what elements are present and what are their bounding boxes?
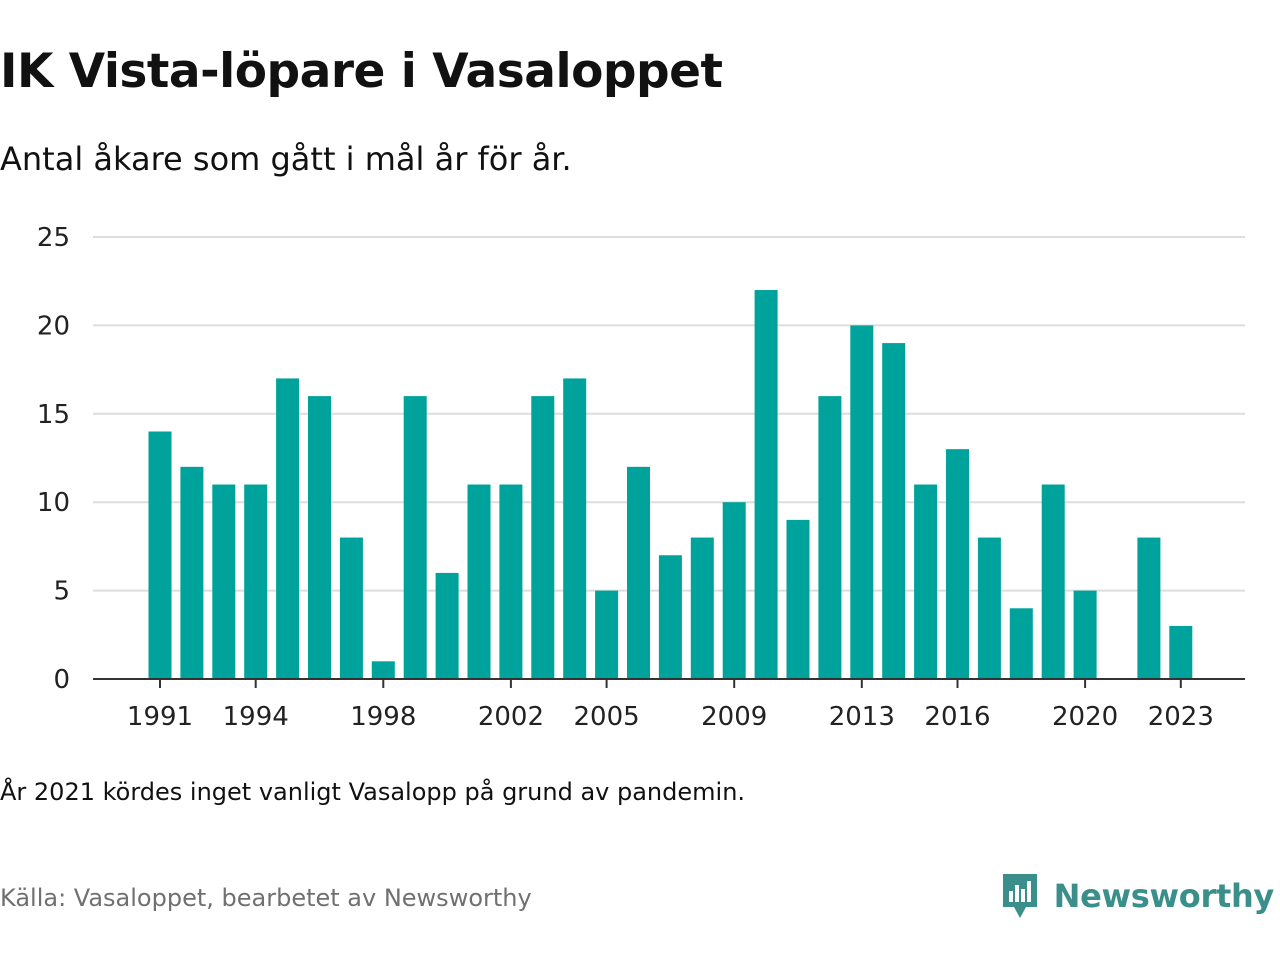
bar-2005 — [595, 590, 619, 679]
bar-2014 — [882, 343, 906, 679]
bar-1999 — [403, 396, 427, 679]
x-tick-label: 1998 — [350, 702, 416, 732]
x-tick-label: 2005 — [574, 702, 640, 732]
newsworthy-brand: Newsworthy — [1000, 870, 1274, 922]
bar-2006 — [627, 466, 650, 679]
bar-1995 — [276, 378, 300, 679]
bar-1996 — [308, 396, 331, 679]
bar-1991 — [148, 431, 172, 679]
bar-2004 — [563, 378, 587, 679]
axes — [93, 678, 1245, 688]
bar-chart: 0 5 10 15 20 25 1991 1994 1998 2002 2005 2009 2013 20… — [37, 223, 1245, 732]
bar-2011 — [786, 519, 810, 679]
bar-1994 — [244, 484, 268, 679]
bar-2001 — [467, 484, 491, 679]
bar-2023 — [1169, 625, 1193, 679]
bar-2007 — [658, 555, 682, 679]
bar-1992 — [180, 466, 204, 679]
x-tick-label: 2016 — [924, 702, 990, 732]
bar-2013 — [850, 325, 874, 679]
y-tick-label: 10 — [37, 488, 70, 518]
bar-2019 — [1041, 484, 1065, 679]
x-tick-label: 2009 — [701, 702, 767, 732]
bar-2012 — [818, 396, 842, 679]
bar-1997 — [339, 537, 363, 679]
chart-note: År 2021 kördes inget vanligt Vasalopp på… — [0, 778, 746, 806]
bar-2020 — [1073, 590, 1097, 679]
chart-title: IK Vista-löpare i Vasaloppet — [0, 44, 723, 99]
y-tick-label: 15 — [37, 400, 70, 430]
x-tick-label: 1991 — [127, 702, 193, 732]
bar-2000 — [435, 572, 459, 679]
bar-1998 — [371, 661, 395, 679]
bar-2016 — [946, 449, 969, 679]
brand-name: Newsworthy — [1053, 877, 1275, 915]
x-tick-label: 1994 — [223, 702, 289, 732]
bar-2003 — [531, 396, 555, 679]
bar-2010 — [754, 290, 778, 679]
bar-2018 — [1009, 608, 1033, 679]
x-tick-label: 2002 — [478, 702, 544, 732]
y-tick-label: 5 — [53, 577, 70, 607]
tick-labels: 0 5 10 15 20 25 1991 1994 1998 2002 2005 2009 2013 20… — [37, 223, 1214, 732]
bar-2022 — [1137, 537, 1161, 679]
newsworthy-logo-icon — [1002, 874, 1037, 918]
source-credit: Källa: Vasaloppet, bearbetet av Newswort… — [0, 884, 532, 912]
bars — [148, 290, 1193, 679]
bar-2008 — [690, 537, 714, 679]
bar-2002 — [499, 484, 523, 679]
bar-1993 — [212, 484, 236, 679]
y-tick-label: 20 — [37, 311, 70, 341]
x-tick-label: 2020 — [1052, 702, 1118, 732]
y-tick-label: 25 — [37, 223, 70, 253]
x-tick-label: 2023 — [1148, 702, 1214, 732]
bar-2015 — [914, 484, 938, 679]
x-tick-label: 2013 — [829, 702, 895, 732]
bar-2009 — [722, 502, 746, 679]
bar-2017 — [977, 537, 1001, 679]
y-tick-label: 0 — [53, 665, 70, 695]
chart-subtitle: Antal åkare som gått i mål år för år. — [0, 140, 572, 178]
